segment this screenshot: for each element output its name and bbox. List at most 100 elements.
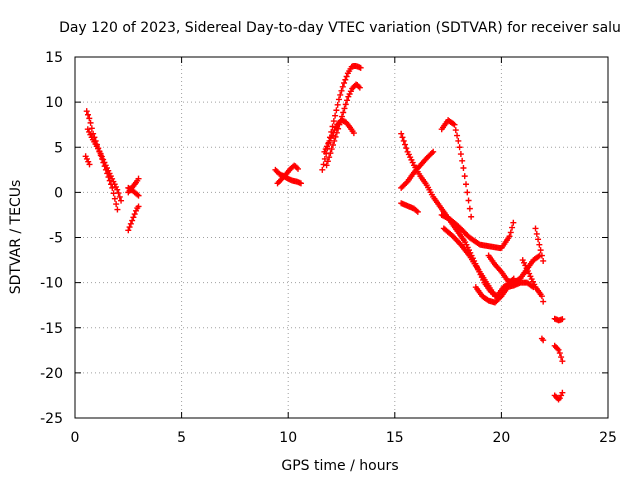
data-point (329, 132, 336, 139)
data-point (106, 170, 113, 177)
series-arc-6 (125, 175, 142, 196)
data-point (324, 143, 331, 150)
series-arc-16 (438, 211, 517, 252)
data-point (332, 124, 339, 131)
data-point (538, 252, 545, 259)
data-point (559, 389, 566, 396)
data-point (536, 241, 543, 248)
data-point (452, 127, 459, 134)
data-point (522, 262, 529, 269)
data-point (492, 293, 499, 300)
series-arc-15 (438, 117, 475, 220)
data-point (110, 178, 117, 185)
data-point (430, 148, 437, 155)
data-point (85, 111, 92, 118)
data-point (86, 161, 93, 168)
series-arc-9 (319, 63, 364, 173)
plot-frame (74, 56, 609, 419)
data-point (334, 101, 341, 108)
data-point (87, 131, 94, 138)
series-arc-4 (125, 203, 142, 234)
x-tick-label: 10 (279, 430, 297, 446)
data-point (107, 173, 114, 180)
y-tick-label: 5 (54, 140, 63, 156)
data-point (468, 213, 475, 220)
data-point (325, 140, 332, 147)
data-point (454, 132, 461, 139)
data-series (82, 63, 566, 403)
data-point (323, 162, 330, 169)
data-point (341, 105, 348, 112)
data-point (88, 125, 95, 132)
y-tick-label: -10 (40, 276, 63, 292)
data-point (114, 186, 121, 193)
data-point (339, 83, 346, 90)
data-point (402, 141, 409, 148)
data-point (535, 253, 542, 260)
data-point (322, 146, 329, 153)
series-arc-3 (82, 153, 93, 168)
series-arc-23 (551, 315, 566, 324)
data-point (455, 137, 462, 144)
chart-title: Day 120 of 2023, Sidereal Day-to-day VTE… (59, 20, 621, 36)
series-arc-19 (485, 252, 543, 286)
data-point (413, 207, 420, 214)
data-point (109, 175, 116, 182)
data-point (558, 354, 565, 361)
data-point (101, 159, 108, 166)
data-point (538, 293, 545, 300)
data-point (507, 229, 514, 236)
data-point (329, 141, 336, 148)
data-point (113, 201, 120, 208)
data-point (528, 276, 535, 283)
data-point (527, 273, 534, 280)
data-point (109, 184, 116, 191)
data-point (331, 127, 338, 134)
data-point (135, 175, 142, 182)
data-point (111, 181, 118, 188)
data-point (556, 350, 563, 357)
data-point (540, 337, 547, 344)
data-point (347, 88, 354, 95)
data-point (520, 259, 527, 266)
data-point (356, 84, 363, 91)
data-point (405, 151, 412, 158)
data-point (320, 161, 327, 168)
x-tick-label: 15 (386, 430, 404, 446)
series-arc-21 (532, 225, 547, 264)
data-point (456, 144, 463, 151)
data-point (132, 207, 139, 214)
data-point (297, 180, 304, 187)
data-point (86, 128, 93, 135)
series-arc-13 (398, 148, 437, 191)
data-point (86, 115, 93, 122)
data-point (87, 119, 94, 126)
data-point (112, 183, 119, 190)
series-arc-11 (321, 117, 357, 155)
data-point (464, 189, 471, 196)
data-point (97, 150, 104, 157)
y-tick-label: -25 (40, 411, 63, 427)
x-tick-label: 5 (177, 430, 186, 446)
data-point (559, 316, 566, 323)
data-point (330, 118, 337, 125)
data-point (342, 101, 349, 108)
data-point (461, 173, 468, 180)
data-point (466, 205, 473, 212)
y-tick-label: 15 (45, 50, 63, 66)
series-arc-14 (398, 200, 421, 215)
axis-ticks: 0 5 10 15 20 25 15 10 5 0 -5 -10 -15 -20 -25 (40, 50, 617, 446)
data-point (295, 165, 302, 172)
data-point (463, 181, 470, 188)
data-point (357, 64, 364, 71)
data-point (129, 217, 136, 224)
data-point (125, 227, 132, 234)
data-point (326, 154, 333, 161)
series-arc-20 (519, 257, 547, 305)
data-point (404, 148, 411, 155)
data-point (115, 190, 122, 197)
data-point (319, 166, 326, 173)
data-point (105, 167, 112, 174)
data-point (524, 267, 531, 274)
data-point (327, 135, 334, 142)
